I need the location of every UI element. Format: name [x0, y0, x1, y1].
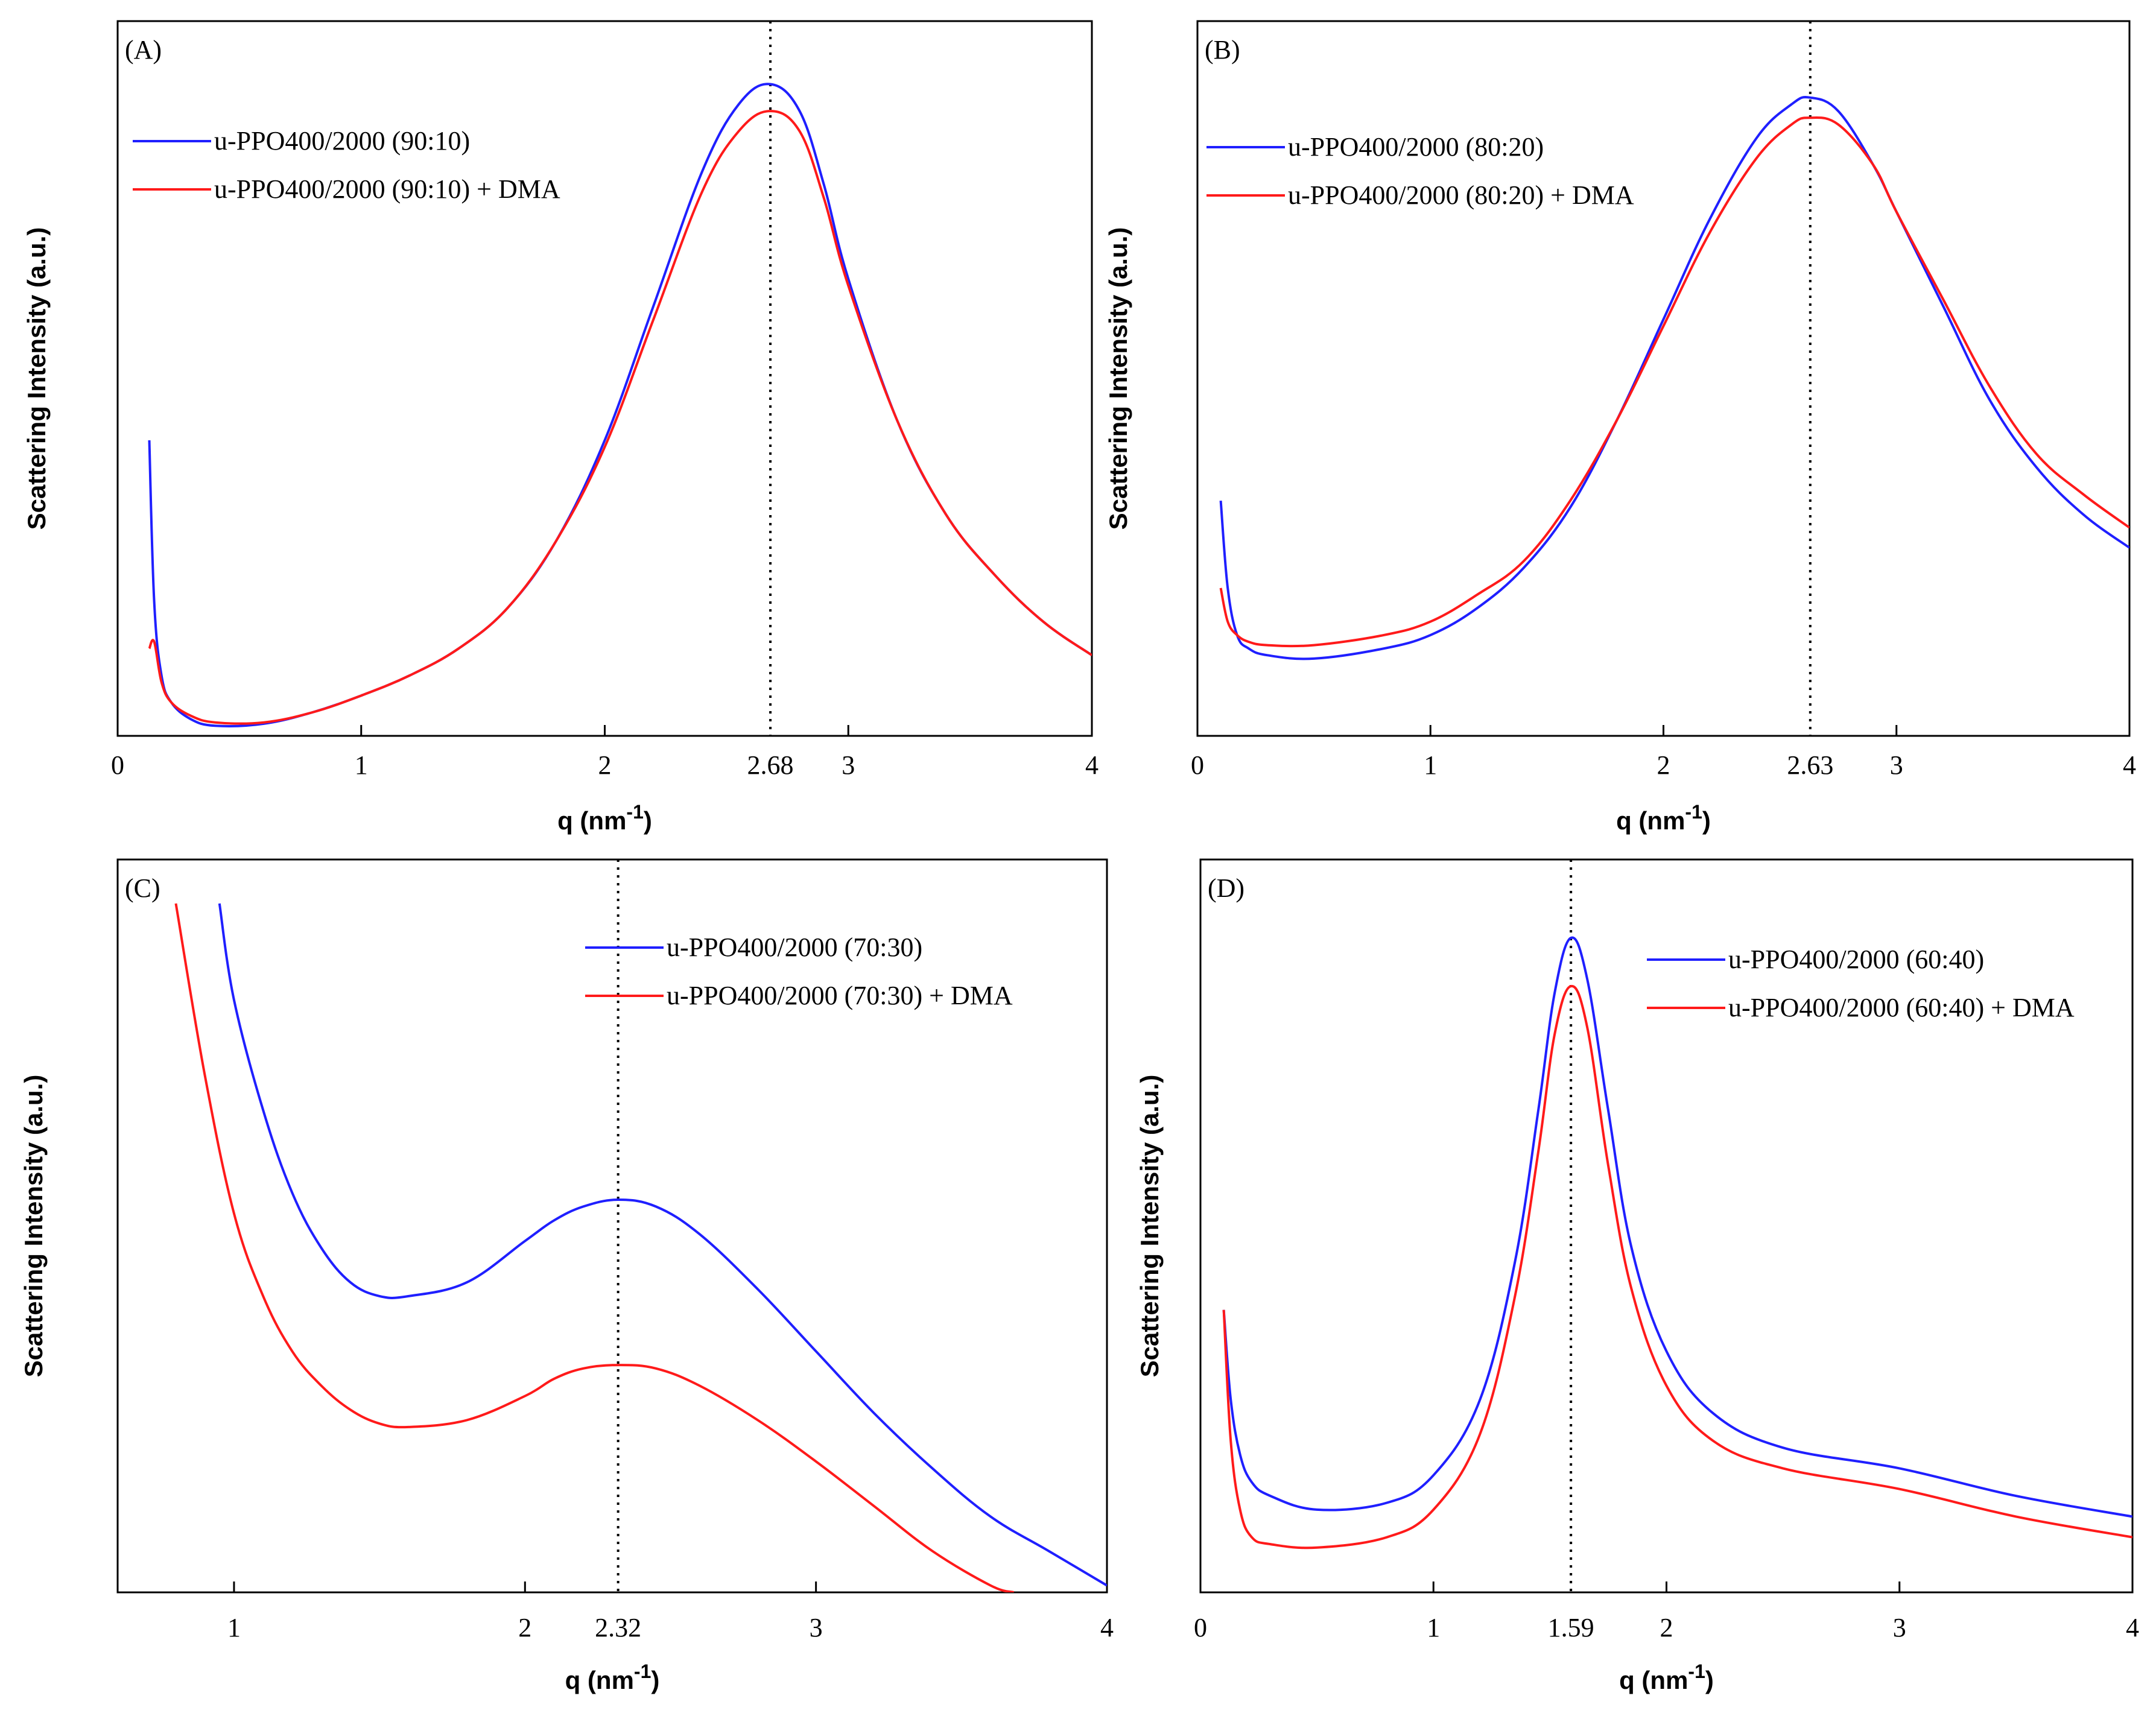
legend-entry: u-PPO400/2000 (80:20)	[1288, 132, 1544, 162]
x-tick-label: 4	[2126, 1613, 2139, 1642]
peak-q-label: 2.32	[595, 1613, 641, 1642]
x-tick-label: 0	[111, 750, 124, 780]
legend-entry: u-PPO400/2000 (80:20) + DMA	[1288, 180, 1634, 210]
x-tick-label: 3	[1893, 1613, 1906, 1642]
panel-label: (B)	[1205, 35, 1240, 65]
x-tick-label: 1	[1427, 1613, 1440, 1642]
x-tick-label: 0	[1194, 1613, 1207, 1642]
series-line-neat	[218, 903, 1107, 1587]
y-axis-label: Scattering Intensity (a.u.)	[19, 1075, 48, 1378]
legend-entry: u-PPO400/2000 (70:30) + DMA	[667, 981, 1013, 1010]
peak-q-label: 2.68	[747, 750, 794, 780]
x-tick-label: 4	[2123, 750, 2136, 780]
x-axis-label: q (nm-1)	[1616, 801, 1711, 835]
x-tick-label: 2	[598, 750, 612, 780]
x-tick-label: 4	[1100, 1613, 1114, 1642]
y-axis-label: Scattering Intensity (a.u.)	[1104, 227, 1132, 530]
x-axis-label: q (nm-1)	[565, 1661, 660, 1694]
x-tick-label: 3	[1890, 750, 1903, 780]
panel-a: 0 1 2 3 4 2.68 (A) u-PPO400/2000 (90:10) u-PPO40…	[22, 20, 1099, 835]
legend-entry: u-PPO400/2000 (70:30)	[667, 932, 922, 962]
panel-d: 0 1 2 3 4 1.59 (D) u-PPO400/2000 (60:40) u-PPO40…	[1135, 858, 2139, 1694]
panel-c: 1 2 3 4 2.32 (C) u-PPO400/2000 (70:30) u-PPO400…	[19, 858, 1114, 1694]
panel-label: (A)	[125, 35, 162, 65]
plot-frame	[116, 858, 1108, 1594]
panel-label: (D)	[1208, 873, 1244, 903]
series-line-neat	[1219, 96, 2129, 660]
legend-entry: u-PPO400/2000 (90:10) + DMA	[214, 174, 560, 204]
x-tick-label: 0	[1191, 750, 1204, 780]
series-line-dma	[174, 903, 1015, 1592]
x-tick-label: 1	[1424, 750, 1437, 780]
x-tick-label: 4	[1085, 750, 1099, 780]
x-tick-label: 2	[1657, 750, 1670, 780]
plot-frame	[1196, 20, 2131, 737]
peak-q-label: 2.63	[1787, 750, 1833, 780]
x-axis-label: q (nm-1)	[1619, 1661, 1714, 1694]
x-tick-label: 2	[1660, 1613, 1673, 1642]
peak-q-label: 1.59	[1548, 1613, 1594, 1642]
y-axis-label: Scattering Intensity (a.u.)	[22, 227, 51, 530]
x-tick-label: 3	[810, 1613, 823, 1642]
series-line-neat	[1222, 936, 2132, 1518]
x-tick-label: 2	[518, 1613, 531, 1642]
legend-entry: u-PPO400/2000 (60:40)	[1728, 945, 1984, 974]
legend-entry: u-PPO400/2000 (90:10)	[214, 126, 470, 156]
legend-entry: u-PPO400/2000 (60:40) + DMA	[1728, 993, 2075, 1022]
x-tick-label: 3	[842, 750, 855, 780]
plot-frame	[1199, 858, 2134, 1594]
y-axis-label: Scattering Intensity (a.u.)	[1135, 1075, 1164, 1378]
series-line-dma	[148, 110, 1092, 725]
panel-b: 0 1 2 3 4 2.63 (B) u-PPO400/2000 (80:20) u-PPO40…	[1104, 20, 2136, 835]
x-tick-label: 1	[227, 1613, 241, 1642]
series-line-dma	[1222, 984, 2132, 1550]
panel-label: (C)	[125, 873, 160, 903]
x-tick-label: 1	[355, 750, 368, 780]
x-axis-label: q (nm-1)	[557, 801, 652, 835]
series-line-dma	[1219, 116, 2129, 648]
